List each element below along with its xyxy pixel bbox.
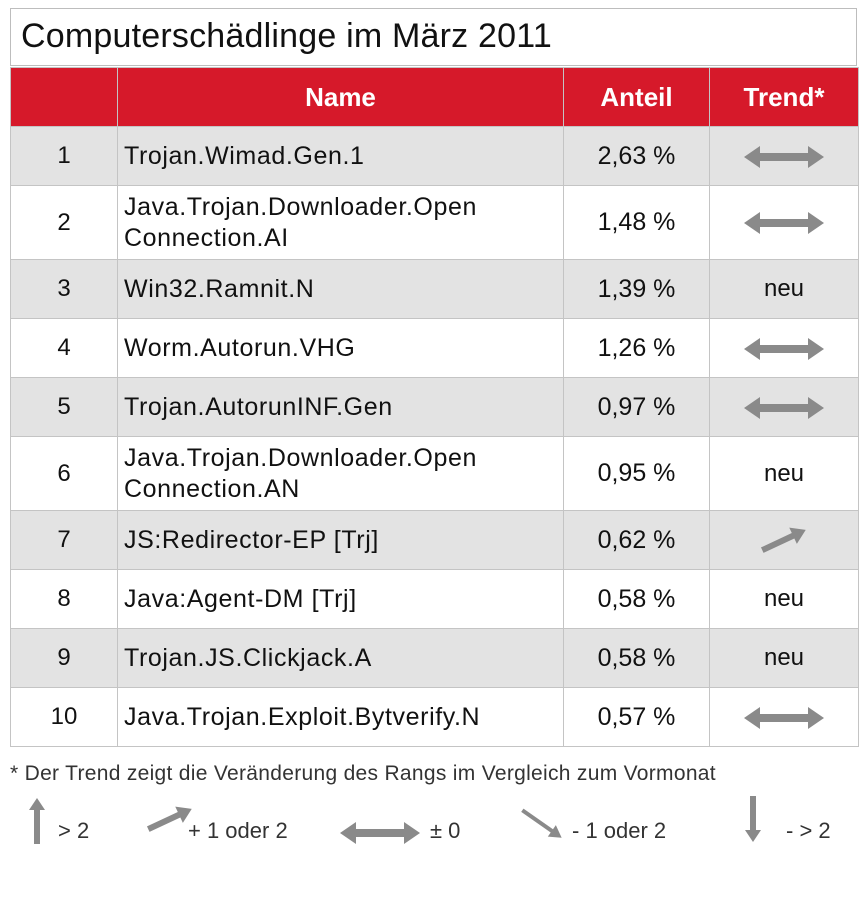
name-line-2: Connection.AI bbox=[124, 223, 289, 252]
name-cell: Win32.Ramnit.N bbox=[117, 259, 564, 319]
both-arrow-icon bbox=[744, 393, 824, 420]
name-cell: Trojan.JS.Clickjack.A bbox=[117, 628, 564, 688]
trend-cell: neu bbox=[709, 259, 859, 319]
trend-cell: neu bbox=[709, 628, 859, 688]
name-cell: Java.Trojan.Downloader.Open Connection.AI bbox=[117, 185, 564, 260]
legend-label: - 1 oder 2 bbox=[572, 818, 667, 843]
title-box: Computerschädlinge im März 2011 bbox=[10, 8, 857, 66]
trend-legend: > 2 + 1 oder 2 ± 0 - 1 oder 2 - > 2 bbox=[0, 790, 867, 850]
rank-cell: 3 bbox=[10, 259, 118, 319]
up-right-arrow-icon bbox=[144, 802, 196, 841]
both-arrow-icon bbox=[340, 820, 420, 851]
trend-cell: neu bbox=[709, 436, 859, 511]
trend-cell bbox=[709, 377, 859, 437]
name-cell: Trojan.Wimad.Gen.1 bbox=[117, 126, 564, 186]
legend-label: + 1 oder 2 bbox=[188, 818, 288, 843]
name-cell: JS:Redirector-EP [Trj] bbox=[117, 510, 564, 570]
rank-cell: 9 bbox=[10, 628, 118, 688]
down-arrow-icon bbox=[744, 796, 762, 847]
ranking-table: Name Anteil Trend* 1 Trojan.Wimad.Gen.1 … bbox=[10, 67, 859, 747]
share-cell: 1,26 % bbox=[563, 318, 710, 378]
rank-cell: 4 bbox=[10, 318, 118, 378]
name-line-1: Java.Trojan.Downloader.Open bbox=[124, 192, 477, 221]
table-row: 3 Win32.Ramnit.N 1,39 % neu bbox=[10, 259, 859, 319]
table-row: 10 Java.Trojan.Exploit.Bytverify.N 0,57 … bbox=[10, 687, 859, 747]
share-cell: 0,95 % bbox=[563, 436, 710, 511]
share-cell: 0,58 % bbox=[563, 569, 710, 629]
rank-cell: 6 bbox=[10, 436, 118, 511]
header-rank bbox=[10, 67, 118, 127]
table-row: 4 Worm.Autorun.VHG 1,26 % bbox=[10, 318, 859, 378]
page-title: Computerschädlinge im März 2011 bbox=[21, 17, 552, 55]
share-cell: 1,48 % bbox=[563, 185, 710, 260]
up-right-arrow-icon bbox=[758, 525, 810, 553]
header-name: Name bbox=[117, 67, 564, 127]
name-cell: Java:Agent-DM [Trj] bbox=[117, 569, 564, 629]
name-line-2: Connection.AN bbox=[124, 474, 300, 503]
name-cell: Java.Trojan.Exploit.Bytverify.N bbox=[117, 687, 564, 747]
both-arrow-icon bbox=[744, 703, 824, 730]
rank-cell: 1 bbox=[10, 126, 118, 186]
table-row: 1 Trojan.Wimad.Gen.1 2,63 % bbox=[10, 126, 859, 186]
table-row: 5 Trojan.AutorunINF.Gen 0,97 % bbox=[10, 377, 859, 437]
table-row: 7 JS:Redirector-EP [Trj] 0,62 % bbox=[10, 510, 859, 570]
legend-label: - > 2 bbox=[786, 818, 831, 843]
name-cell: Java.Trojan.Downloader.Open Connection.AN bbox=[117, 436, 564, 511]
both-arrow-icon bbox=[744, 334, 824, 361]
header-trend: Trend* bbox=[709, 67, 859, 127]
share-cell: 1,39 % bbox=[563, 259, 710, 319]
both-arrow-icon bbox=[744, 142, 824, 169]
trend-cell bbox=[709, 687, 859, 747]
both-arrow-icon bbox=[744, 209, 824, 236]
share-cell: 0,58 % bbox=[563, 628, 710, 688]
table-row: 9 Trojan.JS.Clickjack.A 0,58 % neu bbox=[10, 628, 859, 688]
legend-label: ± 0 bbox=[430, 818, 461, 843]
up-arrow-icon bbox=[28, 798, 46, 849]
name-cell: Trojan.AutorunINF.Gen bbox=[117, 377, 564, 437]
legend-label: > 2 bbox=[58, 818, 90, 843]
trend-cell bbox=[709, 510, 859, 570]
header-share: Anteil bbox=[563, 67, 710, 127]
share-cell: 0,62 % bbox=[563, 510, 710, 570]
trend-cell bbox=[709, 185, 859, 260]
trend-cell bbox=[709, 318, 859, 378]
down-right-arrow-icon bbox=[516, 804, 568, 849]
share-cell: 2,63 % bbox=[563, 126, 710, 186]
trend-cell bbox=[709, 126, 859, 186]
rank-cell: 10 bbox=[10, 687, 118, 747]
name-cell: Worm.Autorun.VHG bbox=[117, 318, 564, 378]
table-row: 2 Java.Trojan.Downloader.Open Connection.… bbox=[10, 185, 859, 260]
rank-cell: 5 bbox=[10, 377, 118, 437]
header-row: Name Anteil Trend* bbox=[10, 67, 859, 127]
name-line-1: Java.Trojan.Downloader.Open bbox=[124, 443, 477, 472]
rank-cell: 8 bbox=[10, 569, 118, 629]
trend-footnote: * Der Trend zeigt die Veränderung des Ra… bbox=[10, 762, 716, 785]
rank-cell: 2 bbox=[10, 185, 118, 260]
share-cell: 0,97 % bbox=[563, 377, 710, 437]
trend-cell: neu bbox=[709, 569, 859, 629]
share-cell: 0,57 % bbox=[563, 687, 710, 747]
rank-cell: 7 bbox=[10, 510, 118, 570]
table-row: 8 Java:Agent-DM [Trj] 0,58 % neu bbox=[10, 569, 859, 629]
table-row: 6 Java.Trojan.Downloader.Open Connection.… bbox=[10, 436, 859, 511]
